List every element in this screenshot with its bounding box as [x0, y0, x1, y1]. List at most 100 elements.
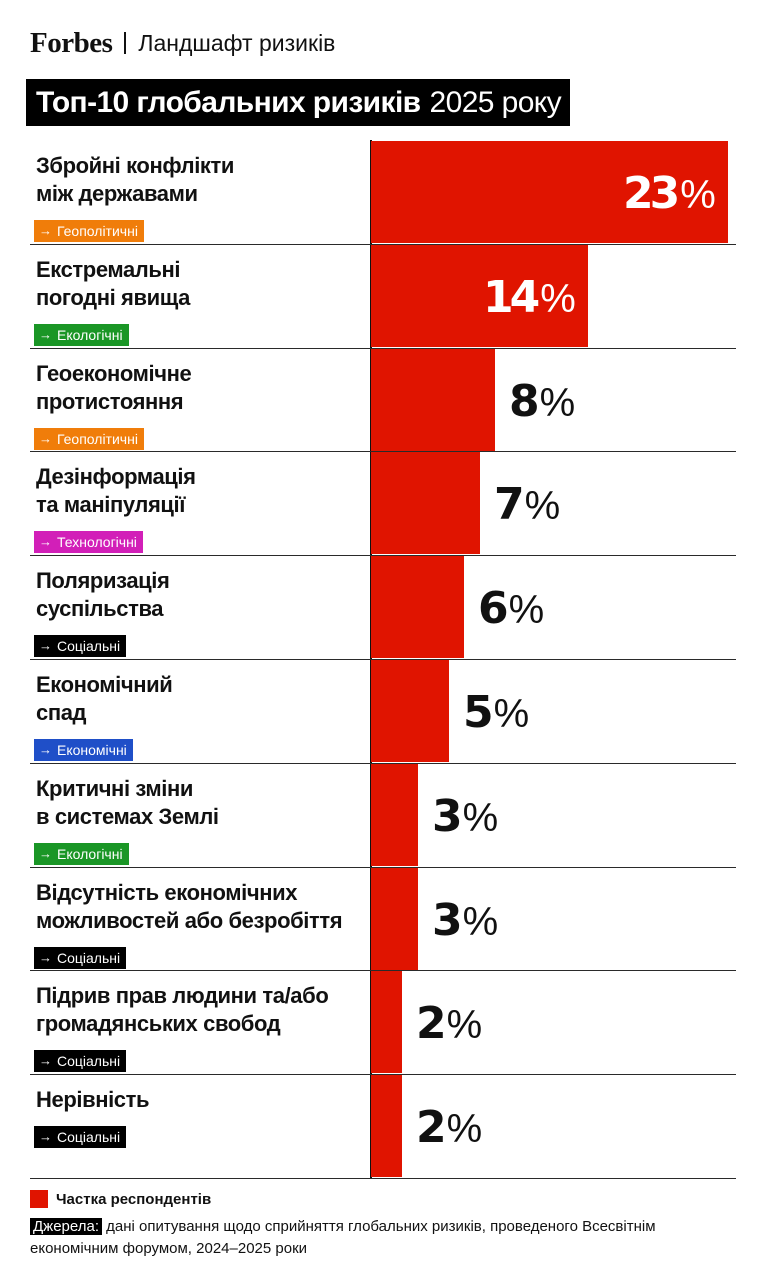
row-divider [30, 348, 736, 349]
risk-label-line: суспільства [36, 596, 164, 621]
risk-label-line: Відсутність економічних [36, 880, 298, 905]
risk-label: Збройні конфлікти між державами [36, 152, 366, 208]
category-tag: → Соціальні [34, 1050, 127, 1072]
risk-label-line: між державами [36, 181, 198, 206]
risk-label-line: погодні явища [36, 285, 190, 310]
bar [371, 141, 728, 243]
arrow-right-icon: → [39, 223, 52, 238]
risk-label-line: Підрив прав людини та/або [36, 983, 329, 1008]
value-number: 3 [432, 895, 463, 946]
percent-sign: % [446, 1003, 483, 1047]
row-divider [30, 555, 736, 556]
chart-title-year: 2025 року [429, 85, 562, 119]
percent-sign: % [680, 173, 716, 217]
header-divider [124, 32, 127, 54]
arrow-right-icon: → [39, 327, 52, 342]
source-text: дані опитування щодо сприйняття глобальн… [30, 1218, 656, 1257]
risk-label-line: можливостей або безробіття [36, 908, 343, 933]
arrow-right-icon: → [39, 431, 52, 446]
category-tag-label: Екологічні [57, 327, 123, 343]
bar [371, 971, 402, 1073]
risk-label-line: Критичні зміни [36, 776, 193, 801]
risk-label: Дезінформація та маніпуляції [36, 463, 366, 519]
value-number: 7 [494, 479, 525, 530]
value-label: 5% [463, 691, 530, 737]
category-tag: → Геополітичні [34, 220, 144, 242]
risk-label: Критичні зміни в системах Землі [36, 775, 366, 831]
row-divider [30, 244, 736, 245]
category-tag: → Економічні [34, 739, 133, 761]
value-number: 3 [432, 791, 463, 842]
legend: Частка респондентів [30, 1190, 211, 1208]
bar [371, 868, 418, 970]
risk-label-line: Дезінформація [36, 464, 196, 489]
row-divider [30, 970, 736, 971]
risk-label-line: громадянських свобод [36, 1011, 281, 1036]
risk-label-line: Екстремальні [36, 257, 181, 282]
arrow-right-icon: → [39, 1053, 52, 1068]
value-label: 6% [478, 587, 544, 633]
category-tag: → Технологічні [34, 531, 143, 553]
value-label: 8% [509, 380, 575, 426]
row-divider [30, 1178, 736, 1179]
chart-title: Топ-10 глобальних ризиків 2025 року [26, 79, 570, 126]
risk-label-line: Геоекономічне [36, 361, 192, 386]
category-tag: → Соціальні [34, 635, 127, 657]
value-label: 3% [432, 899, 499, 945]
category-tag-label: Соціальні [57, 638, 121, 654]
value-number: 6 [478, 583, 509, 634]
section-title: Ландшафт ризиків [138, 29, 336, 56]
percent-sign: % [493, 692, 530, 736]
risk-label-line: Поляризація [36, 568, 170, 593]
chart-title-bold: Топ-10 глобальних ризиків [36, 85, 421, 119]
value-number: 8 [509, 376, 540, 427]
risk-label-line: Збройні конфлікти [36, 153, 235, 178]
bar [371, 660, 449, 762]
risk-label-line: Економічний [36, 672, 173, 697]
category-tag-label: Геополітичні [57, 431, 138, 447]
value-label: 7% [494, 483, 560, 529]
header: Forbes Ландшафт ризиків [30, 26, 335, 60]
value-label: 3% [432, 795, 498, 841]
category-tag: → Геополітичні [34, 428, 144, 450]
category-tag-label: Соціальні [57, 950, 121, 966]
percent-sign: % [446, 1107, 483, 1151]
source-note: Джерела: дані опитування щодо сприйняття… [30, 1216, 730, 1260]
value-label: 23% [623, 172, 716, 218]
value-number: 5 [463, 687, 494, 738]
bar [371, 1075, 402, 1177]
value-number: 14 [483, 272, 540, 323]
risk-label-line: та маніпуляції [36, 492, 186, 517]
category-tag-label: Соціальні [57, 1053, 121, 1069]
risk-label: Екстремальні погодні явища [36, 256, 366, 312]
percent-sign: % [462, 900, 499, 944]
risk-label: Поляризація суспільства [36, 567, 366, 623]
risk-label-line: протистояння [36, 389, 184, 414]
arrow-right-icon: → [39, 534, 52, 549]
bar [371, 452, 480, 554]
bar [371, 556, 464, 658]
risk-label: Відсутність економічних можливостей або б… [36, 879, 366, 935]
bar [371, 764, 418, 866]
row-divider [30, 451, 736, 452]
category-tag-label: Екологічні [57, 846, 123, 862]
category-tag: → Екологічні [34, 843, 129, 865]
value-number: 23 [623, 168, 680, 219]
legend-label: Частка респондентів [56, 1190, 212, 1208]
value-number: 2 [416, 998, 447, 1049]
forbes-logo: Forbes [30, 26, 113, 59]
arrow-right-icon: → [39, 1129, 52, 1144]
arrow-right-icon: → [39, 950, 52, 965]
category-tag-label: Економічні [57, 742, 127, 758]
row-divider [30, 1074, 736, 1075]
risk-label: Нерівність [36, 1086, 366, 1114]
value-number: 2 [416, 1102, 447, 1153]
category-tag-label: Технологічні [57, 534, 137, 550]
risk-label: Економічний спад [36, 671, 366, 727]
legend-swatch [30, 1190, 48, 1208]
value-label: 2% [416, 1106, 483, 1152]
category-tag: → Екологічні [34, 324, 129, 346]
category-tag: → Соціальні [34, 1126, 127, 1148]
percent-sign: % [540, 277, 576, 321]
arrow-right-icon: → [39, 638, 52, 653]
